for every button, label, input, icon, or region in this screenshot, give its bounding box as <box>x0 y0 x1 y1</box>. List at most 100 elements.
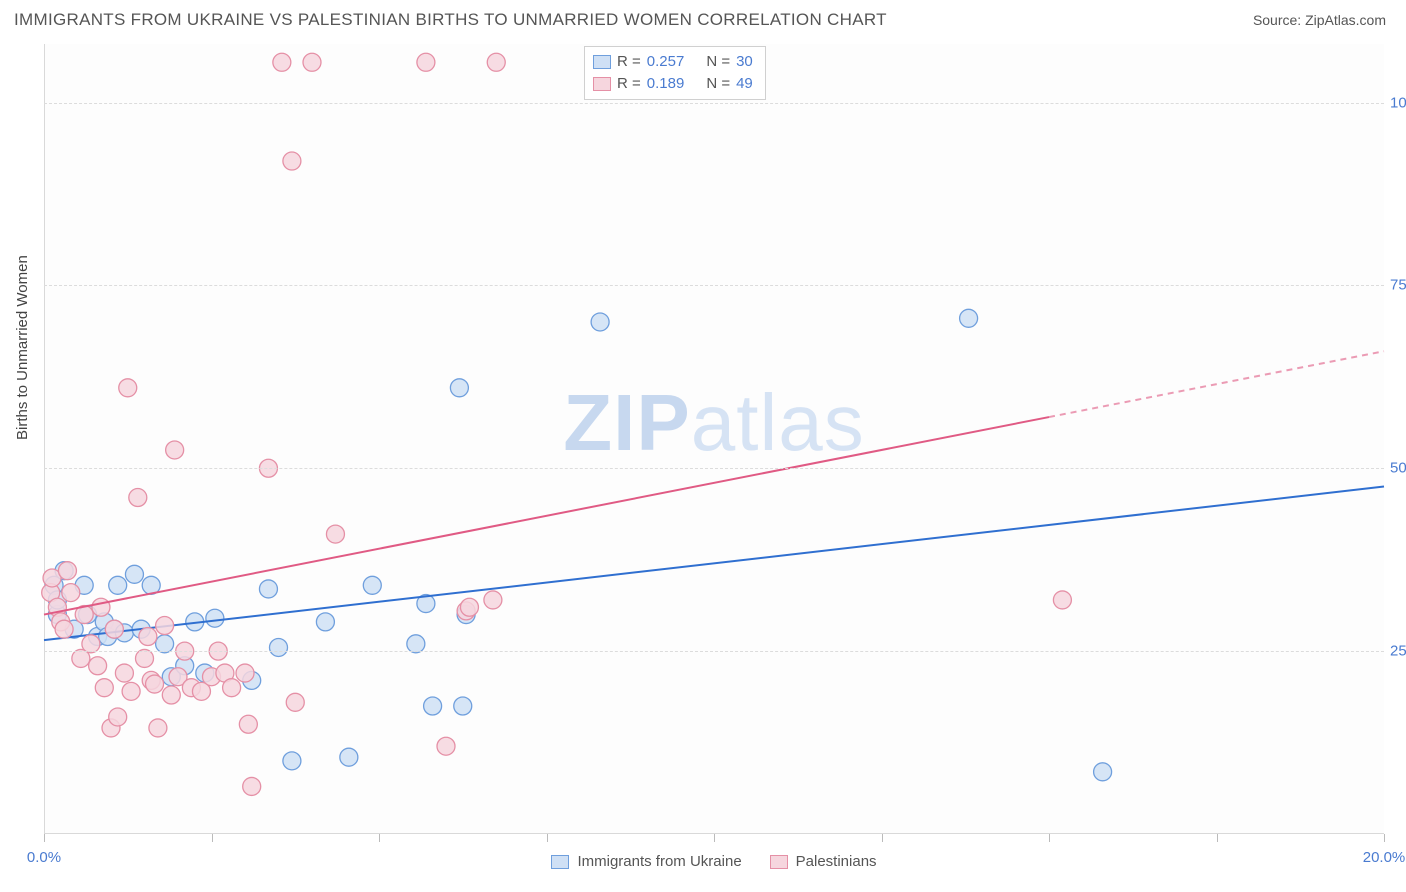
scatter-point-palestinian <box>283 152 301 170</box>
scatter-point-ukraine <box>109 576 127 594</box>
trend-line-palestinian <box>44 417 1049 615</box>
scatter-point-palestinian <box>115 664 133 682</box>
gridline-h <box>44 285 1384 286</box>
scatter-point-ukraine <box>454 697 472 715</box>
scatter-point-palestinian <box>109 708 127 726</box>
source-name: ZipAtlas.com <box>1305 12 1386 28</box>
scatter-point-ukraine <box>424 697 442 715</box>
scatter-point-palestinian <box>156 617 174 635</box>
scatter-point-palestinian <box>129 489 147 507</box>
scatter-point-palestinian <box>62 584 80 602</box>
scatter-point-ukraine <box>206 609 224 627</box>
scatter-point-ukraine <box>1094 763 1112 781</box>
scatter-point-palestinian <box>286 693 304 711</box>
x-tick-label: 0.0% <box>27 849 61 866</box>
scatter-point-ukraine <box>259 580 277 598</box>
scatter-point-palestinian <box>139 628 157 646</box>
series-legend: Immigrants from Ukraine Palestinians <box>44 853 1384 870</box>
plot-svg <box>44 44 1384 834</box>
scatter-point-palestinian <box>166 441 184 459</box>
scatter-point-palestinian <box>149 719 167 737</box>
trend-line-ukraine <box>44 487 1384 641</box>
source-citation: Source: ZipAtlas.com <box>1253 12 1386 28</box>
y-tick-label: 100.0% <box>1390 94 1406 111</box>
scatter-point-ukraine <box>363 576 381 594</box>
legend-r-label: R = <box>617 51 641 73</box>
scatter-point-palestinian <box>119 379 137 397</box>
legend-row-palestinian: R = 0.189 N = 49 <box>593 73 753 95</box>
scatter-point-palestinian <box>58 562 76 580</box>
gridline-h <box>44 103 1384 104</box>
x-tick-mark <box>882 834 883 842</box>
scatter-point-palestinian <box>1053 591 1071 609</box>
scatter-point-palestinian <box>243 777 261 795</box>
scatter-point-ukraine <box>407 635 425 653</box>
scatter-point-palestinian <box>236 664 254 682</box>
scatter-point-palestinian <box>162 686 180 704</box>
y-tick-label: 75.0% <box>1390 277 1406 294</box>
legend-n-value: 30 <box>736 51 753 73</box>
scatter-point-ukraine <box>270 638 288 656</box>
scatter-point-palestinian <box>89 657 107 675</box>
series-legend-label: Palestinians <box>796 853 877 870</box>
x-tick-mark <box>1049 834 1050 842</box>
series-legend-item-ukraine: Immigrants from Ukraine <box>551 853 741 870</box>
chart-plot-area: ZIPatlas R =0.257N =30R =0.189N =49 Immi… <box>44 44 1384 834</box>
scatter-point-palestinian <box>487 53 505 71</box>
gridline-h <box>44 651 1384 652</box>
scatter-point-ukraine <box>316 613 334 631</box>
series-legend-label: Immigrants from Ukraine <box>577 853 741 870</box>
chart-title: IMMIGRANTS FROM UKRAINE VS PALESTINIAN B… <box>14 10 887 30</box>
legend-swatch <box>770 855 788 869</box>
legend-r-value: 0.189 <box>647 73 685 95</box>
legend-swatch <box>593 77 611 91</box>
scatter-point-ukraine <box>125 565 143 583</box>
x-tick-mark <box>714 834 715 842</box>
legend-r-value: 0.257 <box>647 51 685 73</box>
x-tick-mark <box>1217 834 1218 842</box>
x-tick-mark <box>379 834 380 842</box>
gridline-h <box>44 468 1384 469</box>
x-tick-mark <box>44 834 45 842</box>
legend-r-label: R = <box>617 73 641 95</box>
scatter-point-palestinian <box>460 598 478 616</box>
scatter-point-palestinian <box>303 53 321 71</box>
scatter-point-palestinian <box>273 53 291 71</box>
trend-line-dashed-palestinian <box>1049 351 1384 417</box>
scatter-point-ukraine <box>340 748 358 766</box>
legend-n-value: 49 <box>736 73 753 95</box>
y-axis-label: Births to Unmarried Women <box>14 255 31 440</box>
scatter-point-ukraine <box>591 313 609 331</box>
source-prefix: Source: <box>1253 12 1305 28</box>
x-tick-mark <box>547 834 548 842</box>
correlation-legend: R = 0.257 N = 30 R = 0.189 N = 49 <box>584 46 766 100</box>
series-legend-item-palestinian: Palestinians <box>770 853 877 870</box>
legend-row-ukraine: R = 0.257 N = 30 <box>593 51 753 73</box>
scatter-point-palestinian <box>223 679 241 697</box>
legend-n-label: N = <box>706 73 730 95</box>
legend-n-label: N = <box>706 51 730 73</box>
scatter-point-palestinian <box>146 675 164 693</box>
x-tick-label: 20.0% <box>1363 849 1406 866</box>
scatter-point-ukraine <box>283 752 301 770</box>
scatter-point-palestinian <box>82 635 100 653</box>
legend-swatch <box>551 855 569 869</box>
scatter-point-palestinian <box>417 53 435 71</box>
scatter-point-ukraine <box>960 309 978 327</box>
x-tick-mark <box>212 834 213 842</box>
y-tick-label: 25.0% <box>1390 643 1406 660</box>
scatter-point-palestinian <box>92 598 110 616</box>
scatter-point-palestinian <box>136 649 154 667</box>
x-tick-mark <box>1384 834 1385 842</box>
scatter-point-ukraine <box>450 379 468 397</box>
scatter-point-palestinian <box>326 525 344 543</box>
scatter-point-palestinian <box>55 620 73 638</box>
scatter-point-palestinian <box>484 591 502 609</box>
scatter-point-palestinian <box>122 682 140 700</box>
scatter-point-palestinian <box>105 620 123 638</box>
scatter-point-palestinian <box>239 715 257 733</box>
y-tick-label: 50.0% <box>1390 460 1406 477</box>
scatter-point-ukraine <box>156 635 174 653</box>
scatter-point-palestinian <box>95 679 113 697</box>
scatter-point-palestinian <box>437 737 455 755</box>
